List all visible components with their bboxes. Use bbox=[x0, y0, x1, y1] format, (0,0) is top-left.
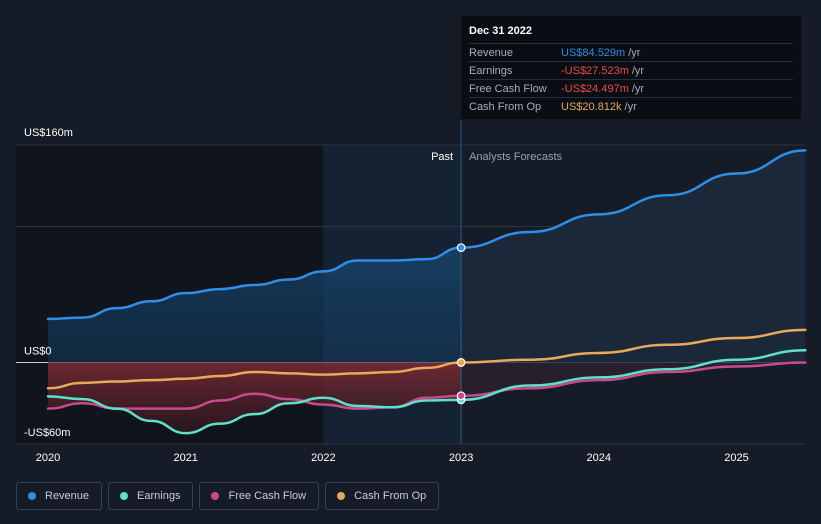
legend-label: Earnings bbox=[137, 490, 181, 502]
x-tick-label: 2022 bbox=[311, 452, 335, 464]
legend-label: Revenue bbox=[45, 490, 90, 502]
legend-label: Free Cash Flow bbox=[228, 490, 307, 502]
legend-label: Cash From Op bbox=[354, 490, 427, 502]
past-label: Past bbox=[431, 151, 453, 163]
free-cash-flow-marker bbox=[456, 391, 466, 401]
revenue-marker bbox=[456, 243, 466, 253]
y-axis-label-bottom: -US$60m bbox=[24, 427, 70, 439]
tooltip-row-earnings: Earnings -US$27.523m /yr bbox=[469, 61, 793, 79]
x-tick-label: 2025 bbox=[724, 452, 748, 464]
tooltip-value: -US$27.523m bbox=[561, 64, 629, 77]
y-axis-label-zero: US$0 bbox=[24, 345, 52, 357]
revenue-area-forecast bbox=[461, 150, 806, 363]
earnings-line bbox=[46, 348, 807, 435]
negative-area-forecast bbox=[461, 362, 806, 400]
revenue-area-past bbox=[48, 247, 462, 363]
x-tick-label: 2024 bbox=[587, 452, 611, 464]
tooltip-row-revenue: Revenue US$84.529m /yr bbox=[469, 43, 793, 61]
legend-dot-icon bbox=[337, 492, 346, 500]
tooltip-unit: /yr bbox=[631, 82, 645, 95]
cash-from-op-line bbox=[46, 328, 807, 390]
tooltip-row-cash-from-op: Cash From Op US$20.812k /yr bbox=[469, 97, 793, 115]
legend-item-free-cash-flow[interactable]: Free Cash Flow bbox=[199, 482, 320, 510]
cash-from-op-marker bbox=[456, 358, 466, 367]
tooltip-date: Dec 31 2022 bbox=[469, 25, 532, 37]
legend-item-earnings[interactable]: Earnings bbox=[108, 482, 194, 510]
legend: Revenue Earnings Free Cash Flow Cash Fro… bbox=[16, 482, 440, 510]
y-axis-label-top: US$160m bbox=[24, 127, 73, 139]
tooltip-value: US$20.812k bbox=[561, 100, 622, 113]
x-tick-label: 2020 bbox=[36, 452, 60, 464]
revenue-line bbox=[46, 149, 807, 321]
tooltip-label: Free Cash Flow bbox=[469, 82, 547, 95]
legend-dot-icon bbox=[211, 492, 220, 500]
x-tick-label: 2023 bbox=[449, 452, 473, 464]
tooltip-label: Cash From Op bbox=[469, 100, 542, 113]
legend-item-revenue[interactable]: Revenue bbox=[16, 482, 103, 510]
legend-dot-icon bbox=[120, 492, 129, 500]
forecast-label: Analysts Forecasts bbox=[469, 151, 562, 163]
legend-dot-icon bbox=[28, 492, 36, 500]
tooltip-value: US$84.529m bbox=[561, 46, 626, 59]
x-tick-label: 2021 bbox=[173, 452, 197, 464]
tooltip-row-free-cash-flow: Free Cash Flow -US$24.497m /yr bbox=[469, 79, 793, 97]
tooltip-unit: /yr bbox=[624, 100, 637, 113]
tooltip-unit: /yr bbox=[631, 64, 645, 77]
free-cash-flow-line bbox=[46, 361, 807, 410]
tooltip-label: Earnings bbox=[469, 64, 513, 77]
legend-item-cash-from-op[interactable]: Cash From Op bbox=[325, 482, 440, 510]
tooltip: Dec 31 2022 Revenue US$84.529m /yr Earni… bbox=[461, 16, 801, 119]
tooltip-unit: /yr bbox=[628, 46, 641, 59]
tooltip-label: Revenue bbox=[469, 46, 514, 59]
tooltip-value: -US$24.497m bbox=[561, 82, 629, 95]
